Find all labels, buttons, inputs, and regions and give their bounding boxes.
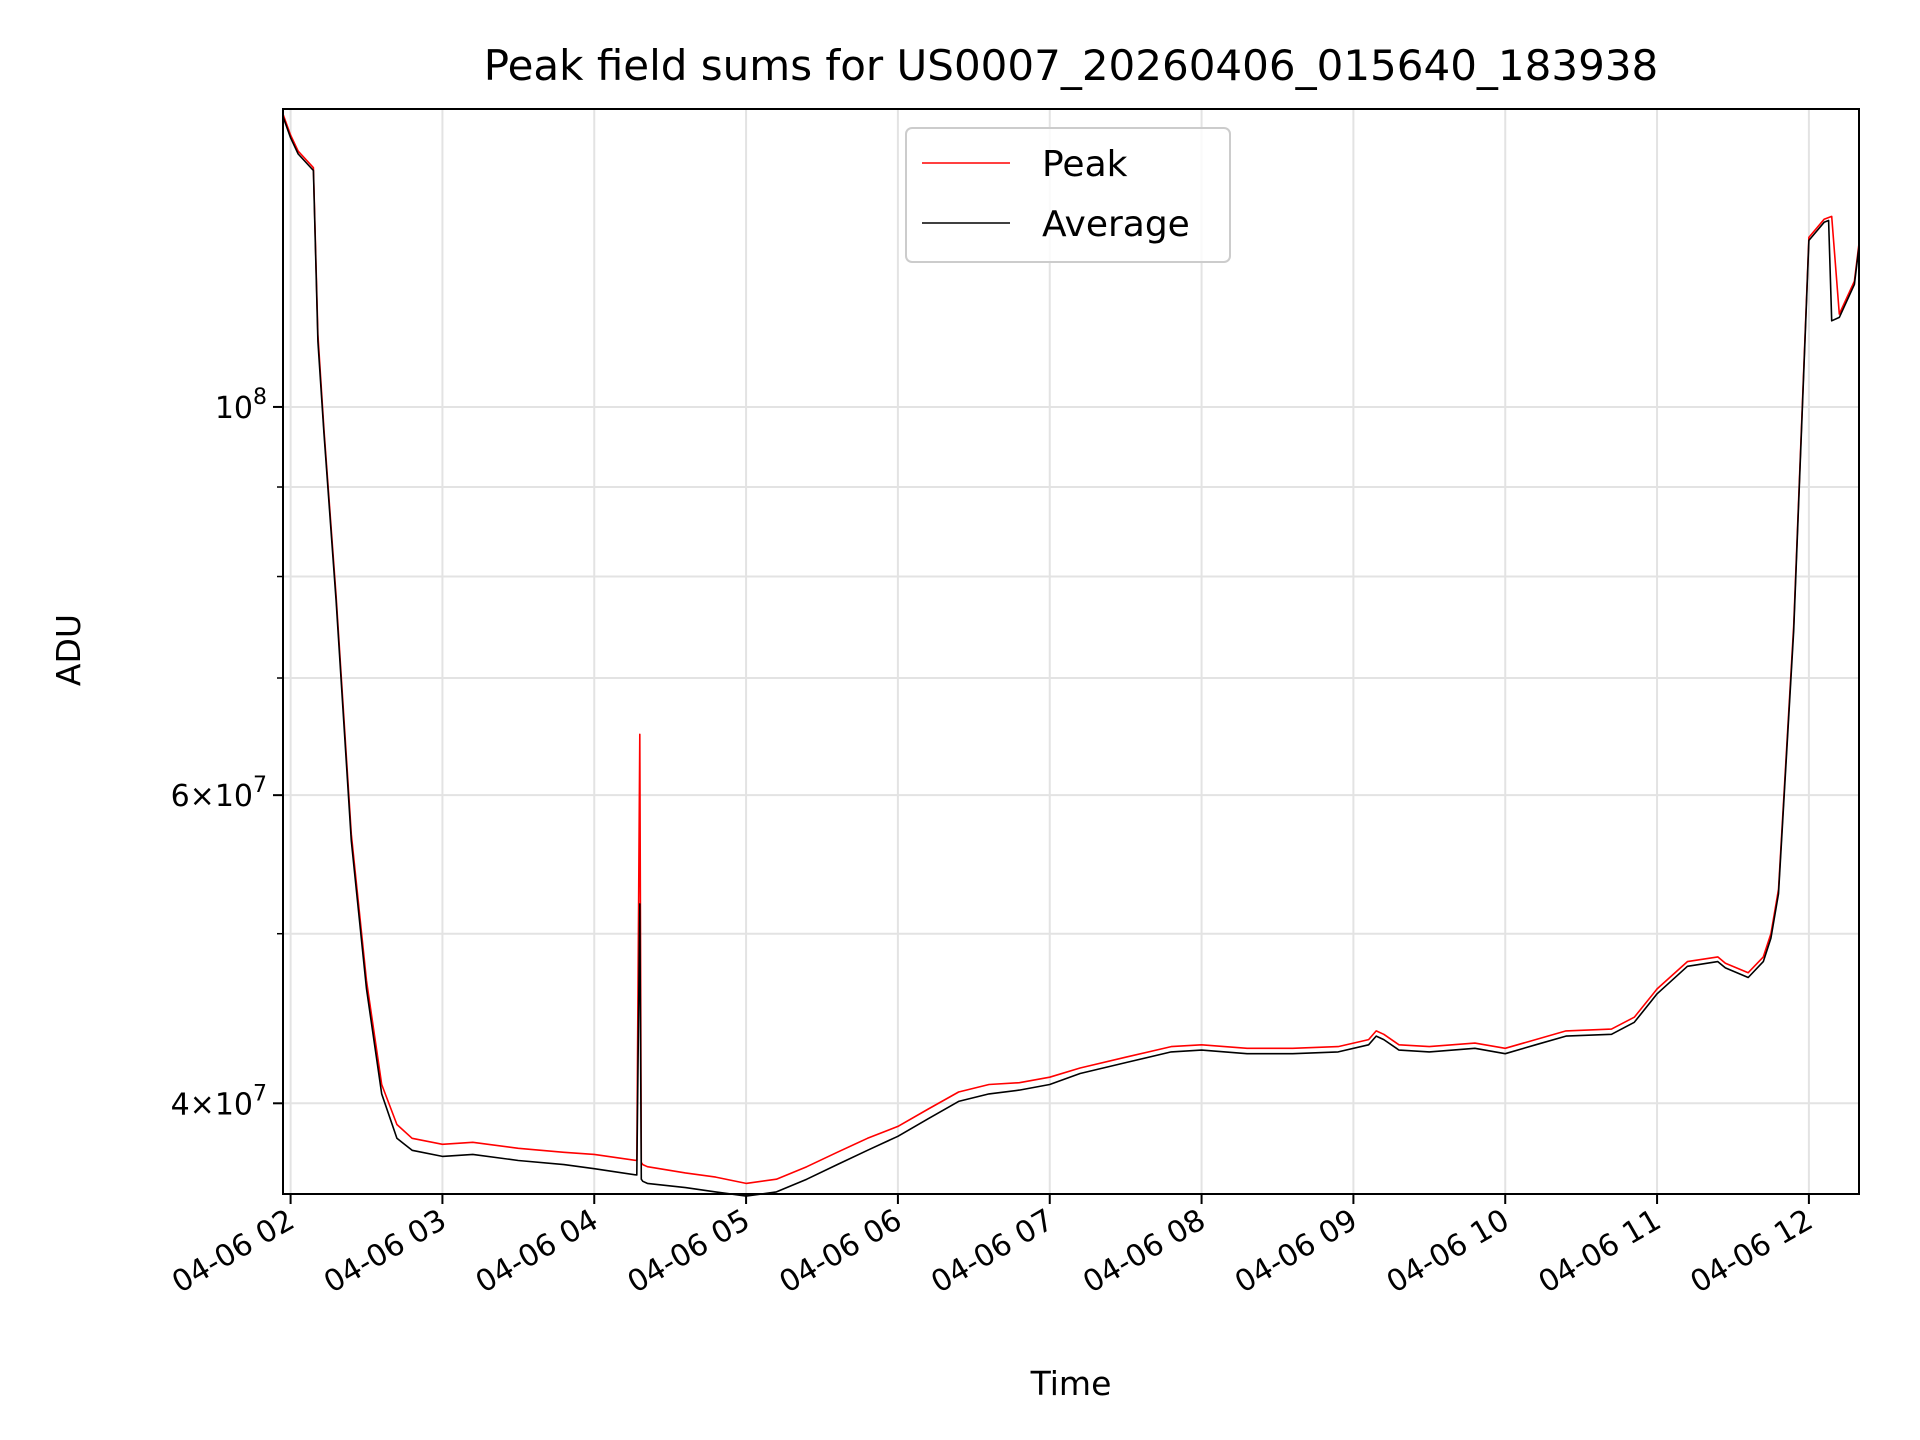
plot-series [282, 113, 1860, 1197]
series-line-average [282, 116, 1860, 1197]
legend-label-average: Average [1042, 204, 1190, 245]
grid [283, 109, 1859, 1194]
series-line-peak [282, 113, 1860, 1185]
legend-box [905, 127, 1231, 263]
chart-title: Peak field sums for US0007_20260406_0156… [484, 41, 1659, 90]
plot-frame [282, 108, 1860, 1195]
legend-label-peak: Peak [1042, 144, 1128, 185]
x-axis-label: Time [1030, 1364, 1112, 1403]
y-tick-label: 6×107 [171, 773, 267, 814]
legend: Peak Average [905, 127, 1231, 263]
y-axis-label: ADU [49, 614, 88, 686]
y-tick-label: 108 [215, 385, 267, 426]
y-tick-label: 4×107 [171, 1081, 267, 1122]
